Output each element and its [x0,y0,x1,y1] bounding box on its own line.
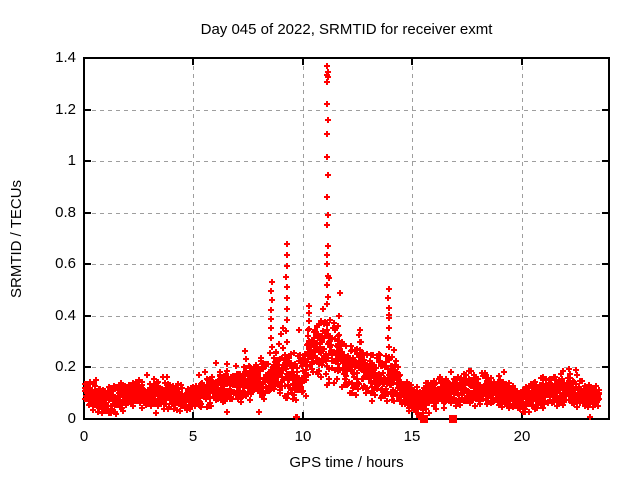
zero-square-marker [420,415,428,423]
axes-border-and-ticks [83,57,610,420]
x-tick-label-5: 5 [188,428,198,445]
y-tick-label-1.2: 1.2 [55,101,76,118]
x-axis-label: GPS time / hours [289,454,404,471]
chart-title: Day 045 of 2022, SRMTID for receiver exm… [200,21,493,38]
zero-value-square-markers [420,415,457,423]
y-tick-label-0.6: 0.6 [55,255,76,272]
x-tick-label-20: 20 [513,428,531,445]
y-tick-label-0: 0 [67,410,76,427]
x-tick-label-0: 0 [79,428,89,445]
y-tick-label-0.8: 0.8 [55,204,76,221]
y-tick-label-1: 1 [67,152,76,169]
y-tick-label-1.4: 1.4 [55,49,76,66]
y-tick-label-0.4: 0.4 [55,307,76,324]
zero-square-marker [449,415,457,423]
scatter-points-srmtid [82,63,602,420]
x-tick-label-15: 15 [403,428,421,445]
x-tick-label-10: 10 [294,428,312,445]
y-tick-label-0.2: 0.2 [55,358,76,375]
